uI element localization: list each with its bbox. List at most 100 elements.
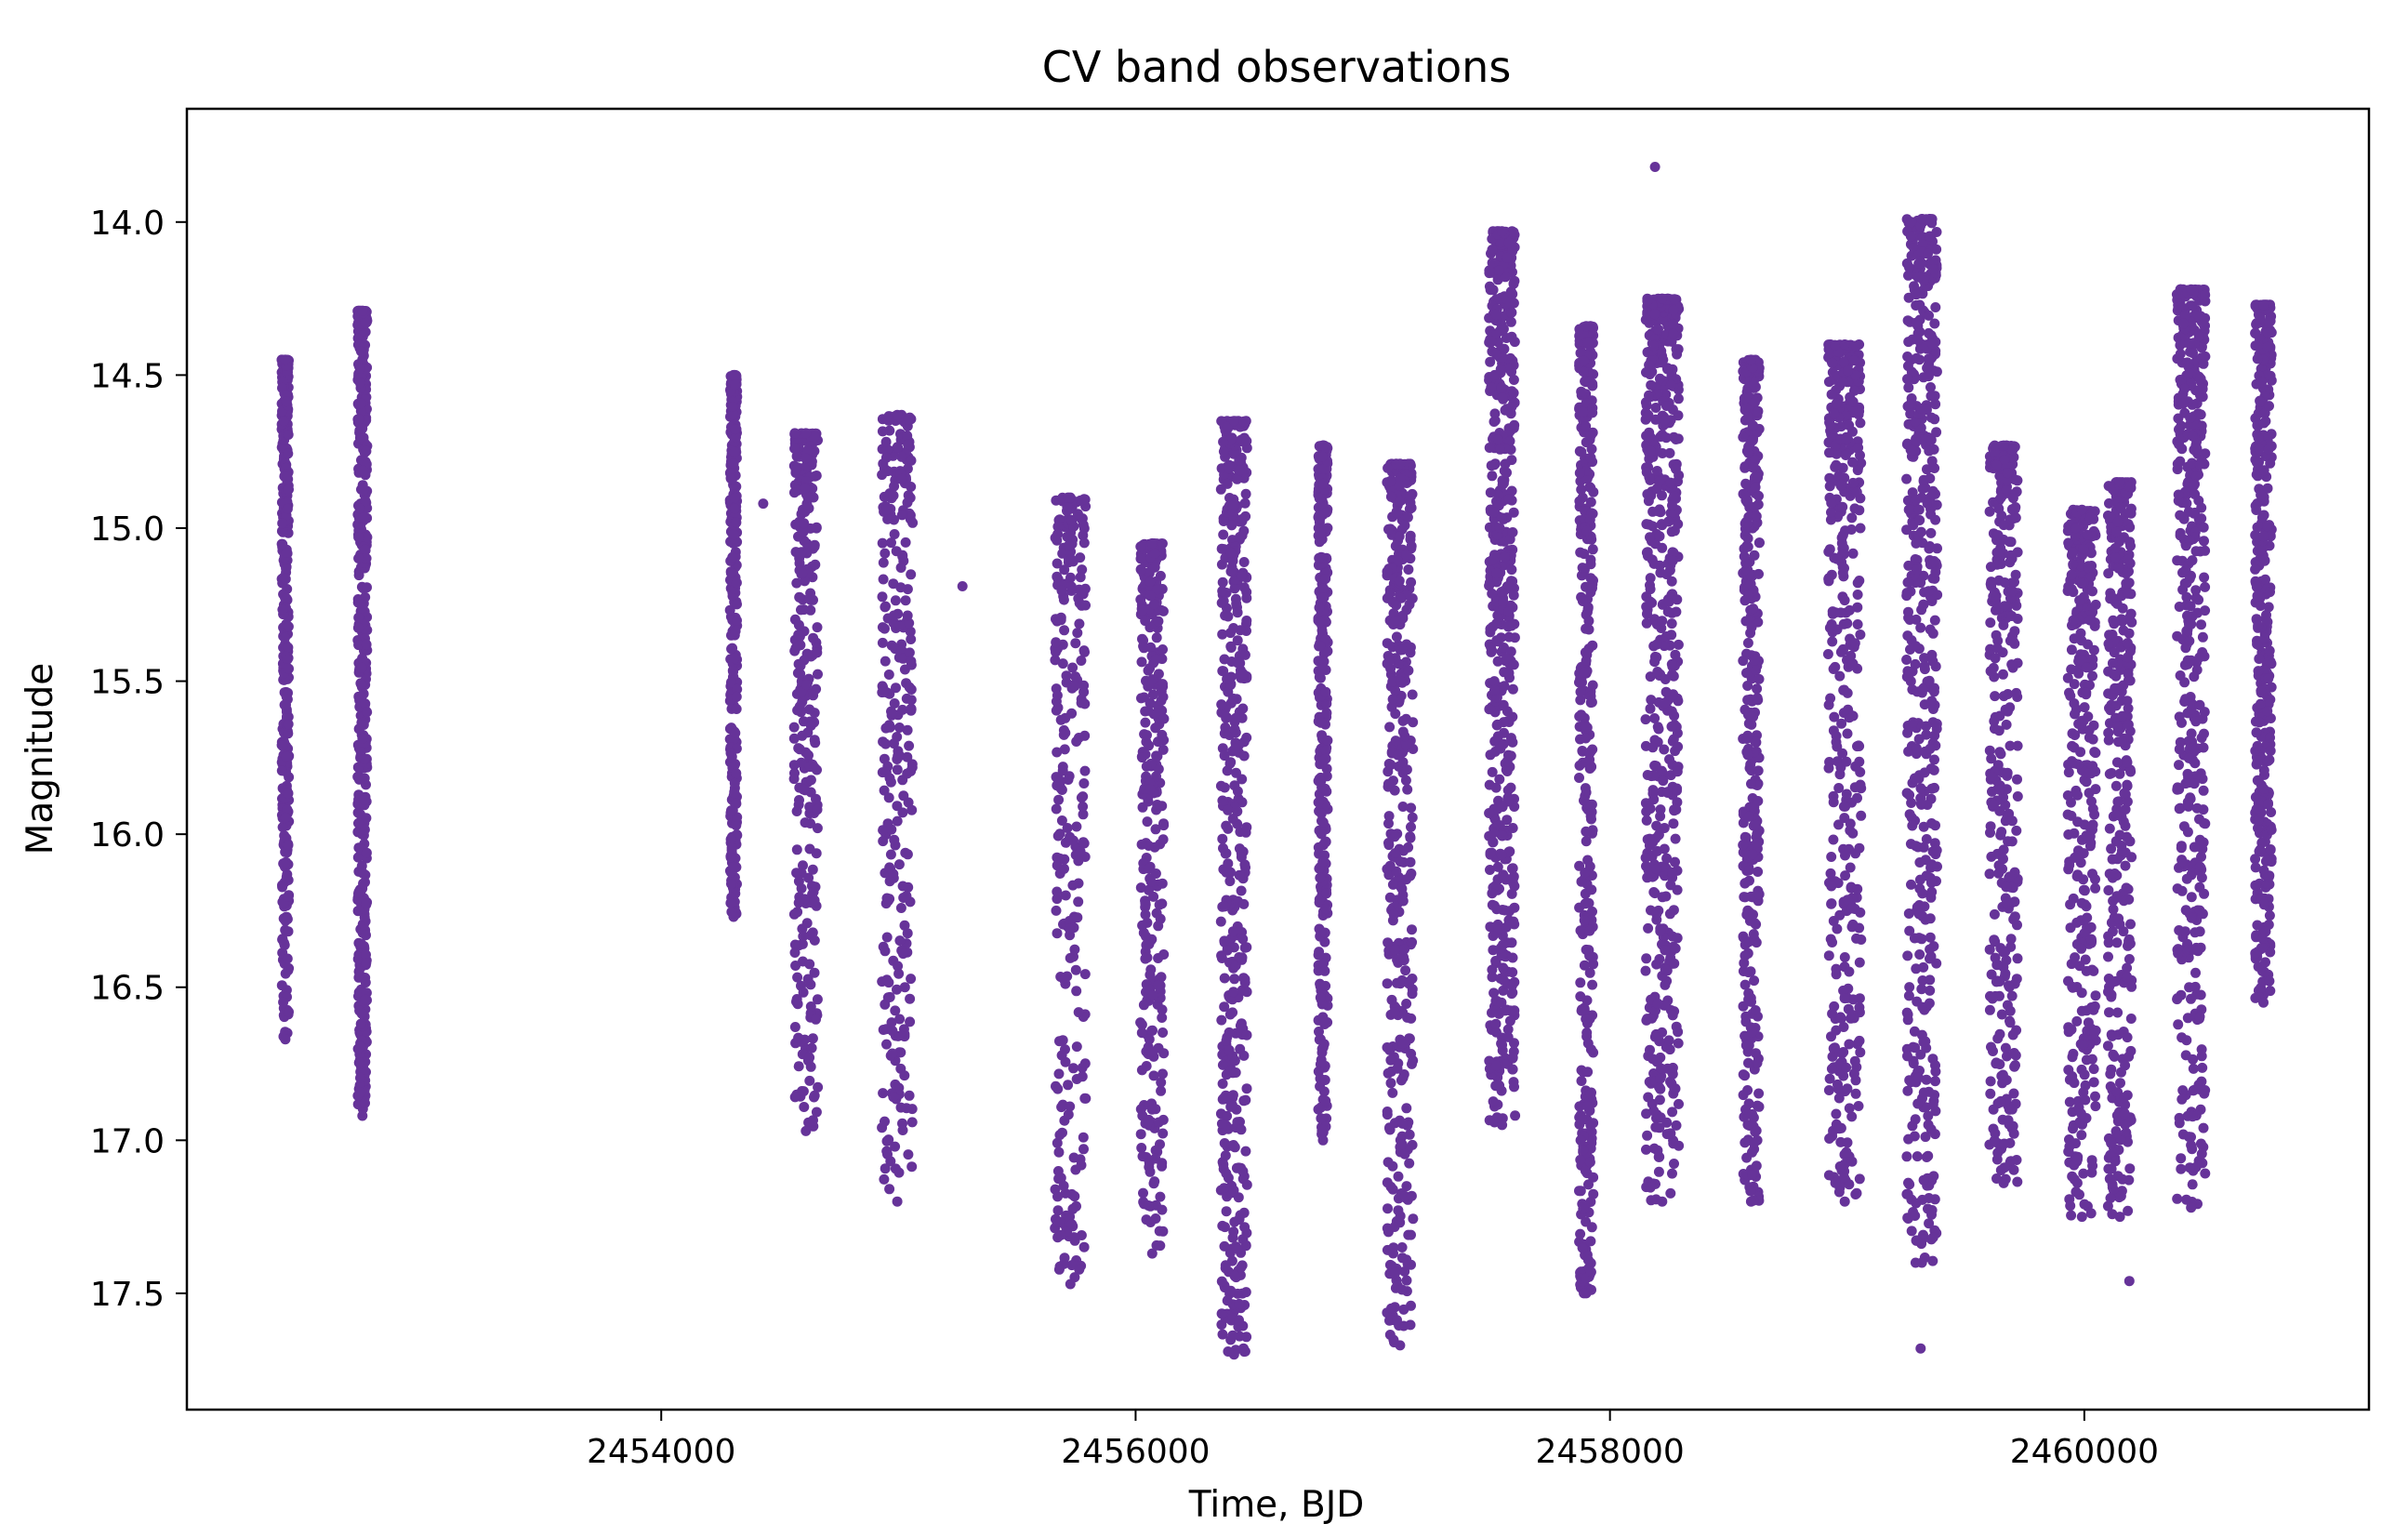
data-point-1713	[881, 1039, 892, 1050]
data-point-3046	[1314, 493, 1325, 504]
data-point-1378	[796, 883, 807, 894]
data-point-2333	[1149, 548, 1160, 559]
data-point-313	[282, 953, 293, 964]
data-point-3018	[1316, 717, 1327, 728]
data-point-1437	[804, 959, 815, 970]
data-point-4006	[1491, 567, 1502, 578]
data-point-4023	[1506, 980, 1517, 991]
data-point-820	[358, 484, 369, 496]
data-point-1451	[805, 775, 816, 786]
data-point-763	[355, 405, 366, 417]
data-point-2026	[1054, 1130, 1065, 1141]
data-point-805	[360, 977, 371, 988]
data-point-4394	[1580, 647, 1591, 658]
data-point-3087	[1315, 527, 1326, 538]
data-point-2001	[1052, 535, 1063, 546]
data-point-4929	[1659, 415, 1670, 426]
data-point-3430	[1384, 476, 1396, 487]
data-point-824	[360, 318, 371, 329]
data-point-2691	[1241, 592, 1252, 603]
data-point-2308	[1144, 1034, 1155, 1045]
data-point-4901	[1666, 658, 1677, 669]
data-point-2255	[1137, 802, 1148, 813]
data-point-2780	[1241, 435, 1252, 446]
data-point-4926	[1645, 445, 1656, 457]
data-point-3972	[1501, 921, 1512, 933]
data-point-4879	[1668, 319, 1679, 330]
data-point-4669	[1663, 1035, 1674, 1046]
data-point-808	[352, 622, 364, 633]
data-point-349	[283, 484, 294, 496]
data-point-3329	[1400, 965, 1411, 976]
data-point-614	[353, 570, 364, 581]
data-point-1449	[794, 701, 805, 712]
data-point-4372	[1586, 1222, 1597, 1233]
data-point-2319	[1158, 834, 1169, 845]
data-point-2481	[1227, 693, 1238, 704]
data-point-4940	[1668, 328, 1679, 339]
data-point-2189	[1145, 876, 1157, 887]
data-point-2029	[1059, 974, 1070, 986]
data-point-4939	[1655, 1052, 1666, 1063]
data-point-1464	[803, 749, 814, 761]
data-point-4808	[1671, 804, 1682, 815]
data-point-1535	[883, 669, 894, 680]
data-point-4400	[1587, 583, 1597, 593]
data-point-3473	[1398, 1304, 1409, 1315]
data-point-289	[282, 804, 293, 815]
data-point-2088	[1138, 1187, 1148, 1199]
data-point-4762	[1666, 867, 1677, 878]
data-point-774	[353, 817, 364, 828]
data-point-1980	[1075, 846, 1086, 857]
data-point-1887	[1070, 964, 1081, 975]
data-point-3044	[1321, 888, 1332, 899]
data-point-3436	[1401, 874, 1412, 885]
data-point-1432	[793, 619, 804, 630]
data-point-4352	[1585, 1089, 1596, 1100]
data-point-2581	[1240, 488, 1251, 499]
data-point-1050	[726, 643, 737, 655]
data-point-1443	[807, 927, 818, 938]
data-point-1597	[897, 704, 908, 715]
data-point-4258	[1587, 544, 1598, 555]
data-point-1686	[904, 647, 915, 658]
data-point-2739	[1227, 1330, 1238, 1341]
data-point-2336	[1158, 692, 1169, 702]
data-point-1184	[728, 911, 739, 922]
data-point-4379	[1588, 486, 1599, 497]
data-point-2775	[1216, 950, 1227, 961]
data-point-4304	[1586, 884, 1597, 895]
data-point-1708	[877, 622, 888, 633]
data-point-4921	[1644, 471, 1655, 483]
data-point-2679	[1240, 1094, 1251, 1106]
data-point-4810	[1645, 532, 1655, 543]
data-point-1455	[799, 518, 810, 529]
data-point-4876	[1645, 596, 1656, 607]
data-point-2314	[1152, 800, 1163, 810]
data-point-308	[281, 751, 292, 762]
data-point-2773	[1217, 1308, 1228, 1319]
data-point-1463	[789, 443, 800, 454]
data-point-1371	[795, 549, 806, 560]
data-point-2785	[1228, 500, 1239, 511]
data-point-2795	[1237, 1166, 1249, 1177]
data-point-3054	[1320, 686, 1331, 697]
data-point-4935	[1647, 506, 1659, 517]
data-point-1501	[878, 1088, 889, 1099]
data-point-1566	[878, 574, 889, 585]
data-point-3993	[1503, 237, 1515, 248]
data-point-3332	[1383, 1067, 1394, 1079]
data-point-1656	[888, 490, 899, 501]
data-point-3023	[1315, 992, 1326, 1003]
data-point-1467	[800, 453, 811, 464]
data-point-4656	[1668, 818, 1679, 829]
data-point-1406	[808, 690, 819, 701]
data-point-4642	[1674, 1140, 1685, 1151]
data-point-4381	[1587, 951, 1598, 962]
data-point-831	[358, 878, 369, 889]
data-point-2772	[1237, 934, 1249, 945]
data-point-3147	[1404, 1129, 1415, 1140]
data-point-1468	[794, 591, 805, 603]
data-point-2083	[1157, 878, 1168, 889]
data-point-232	[281, 871, 292, 882]
